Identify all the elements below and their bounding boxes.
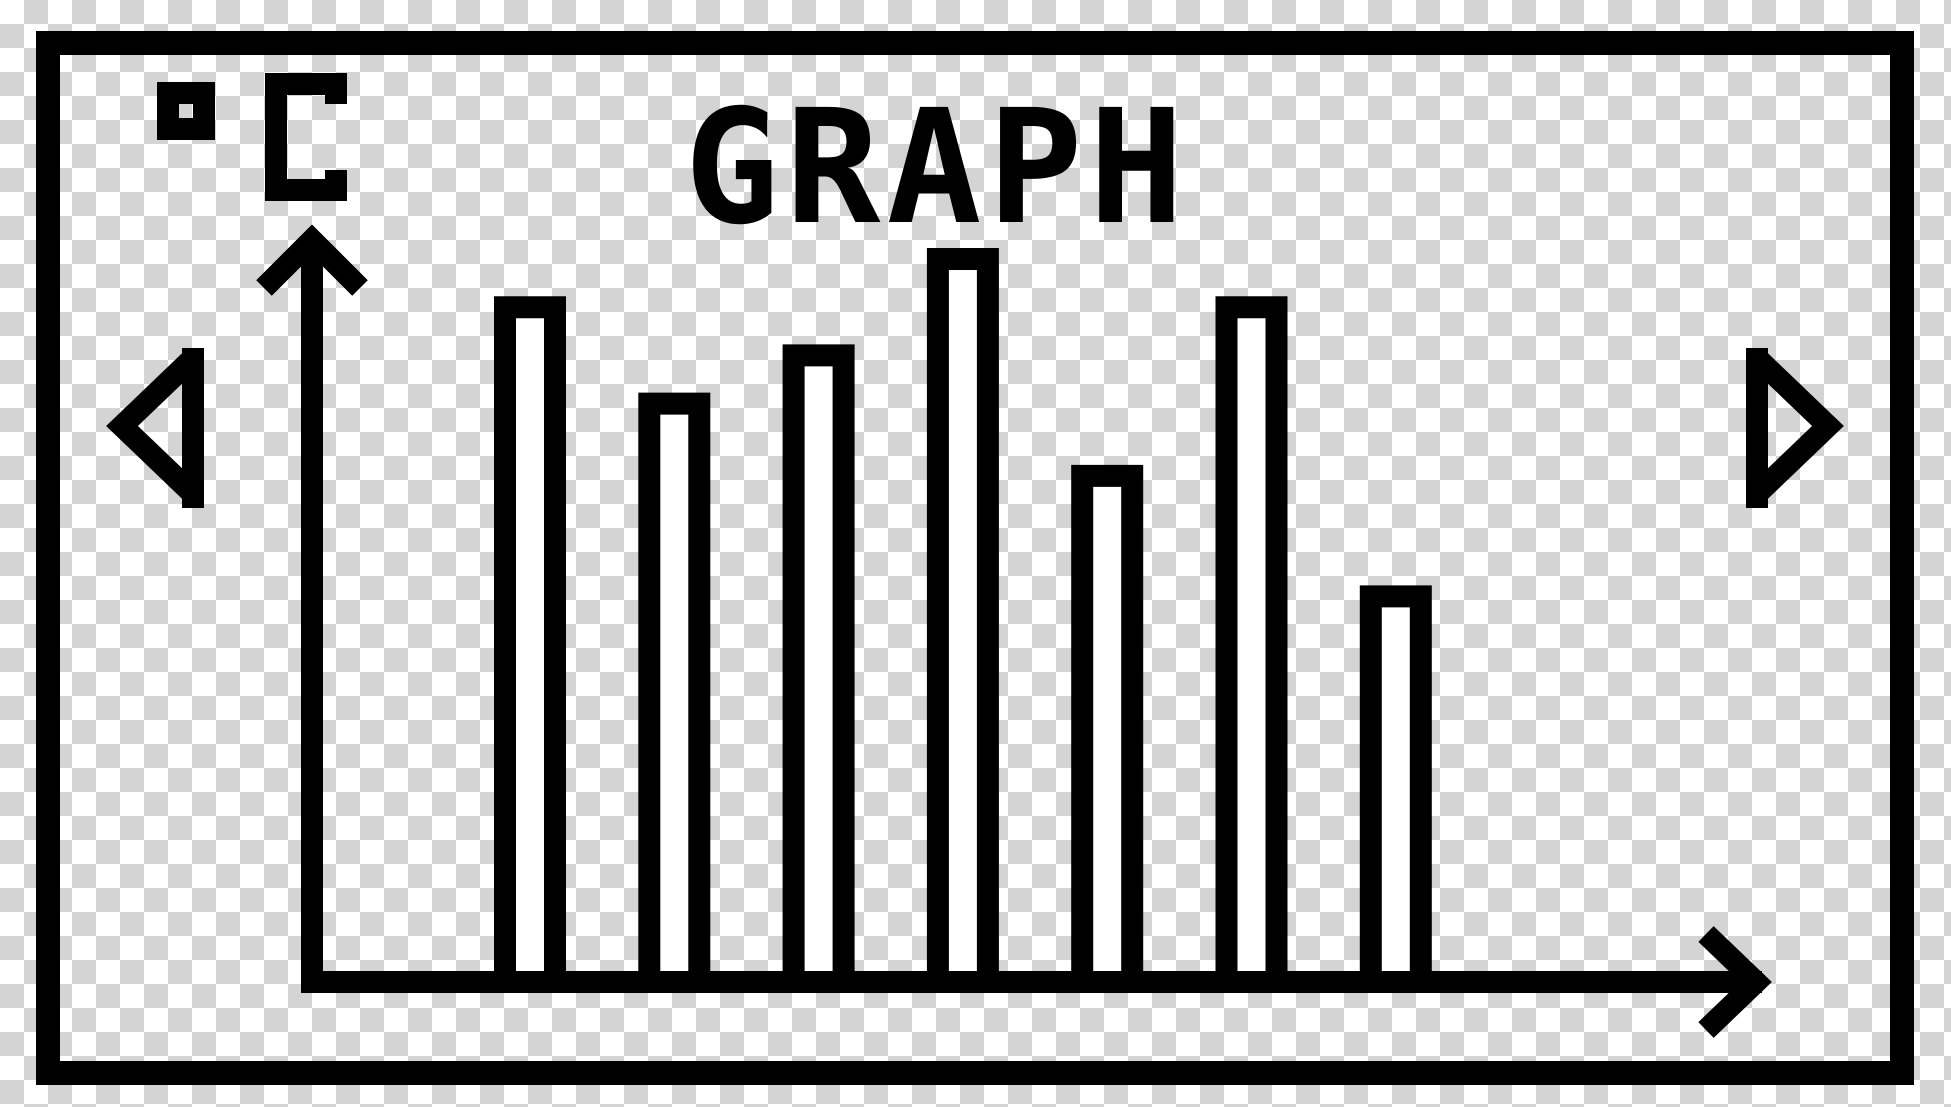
page-title: GRAPH bbox=[684, 76, 1190, 260]
degree-symbol bbox=[157, 82, 215, 140]
chart-axes bbox=[256, 224, 1772, 1038]
bar-6 bbox=[1215, 296, 1288, 971]
bar-5 bbox=[1071, 464, 1144, 971]
triangle-left-icon bbox=[106, 348, 204, 508]
screen-border bbox=[36, 31, 1914, 1085]
bar-4 bbox=[926, 248, 999, 971]
y-axis-arrowhead bbox=[256, 224, 368, 296]
bar-series bbox=[494, 248, 1432, 971]
y-axis-unit-label: °C bbox=[157, 73, 347, 201]
x-axis-arrowhead bbox=[1698, 926, 1772, 1038]
bar-2 bbox=[638, 392, 711, 971]
prev-button[interactable] bbox=[106, 348, 204, 508]
celsius-c-glyph bbox=[265, 73, 347, 201]
bar-1 bbox=[494, 296, 566, 971]
bar-3 bbox=[782, 344, 855, 971]
next-button[interactable] bbox=[1746, 348, 1844, 508]
triangle-right-icon bbox=[1746, 348, 1844, 508]
bar-7 bbox=[1359, 585, 1432, 971]
